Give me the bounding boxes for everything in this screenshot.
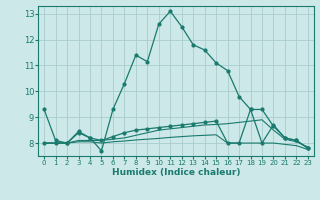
X-axis label: Humidex (Indice chaleur): Humidex (Indice chaleur) xyxy=(112,168,240,177)
